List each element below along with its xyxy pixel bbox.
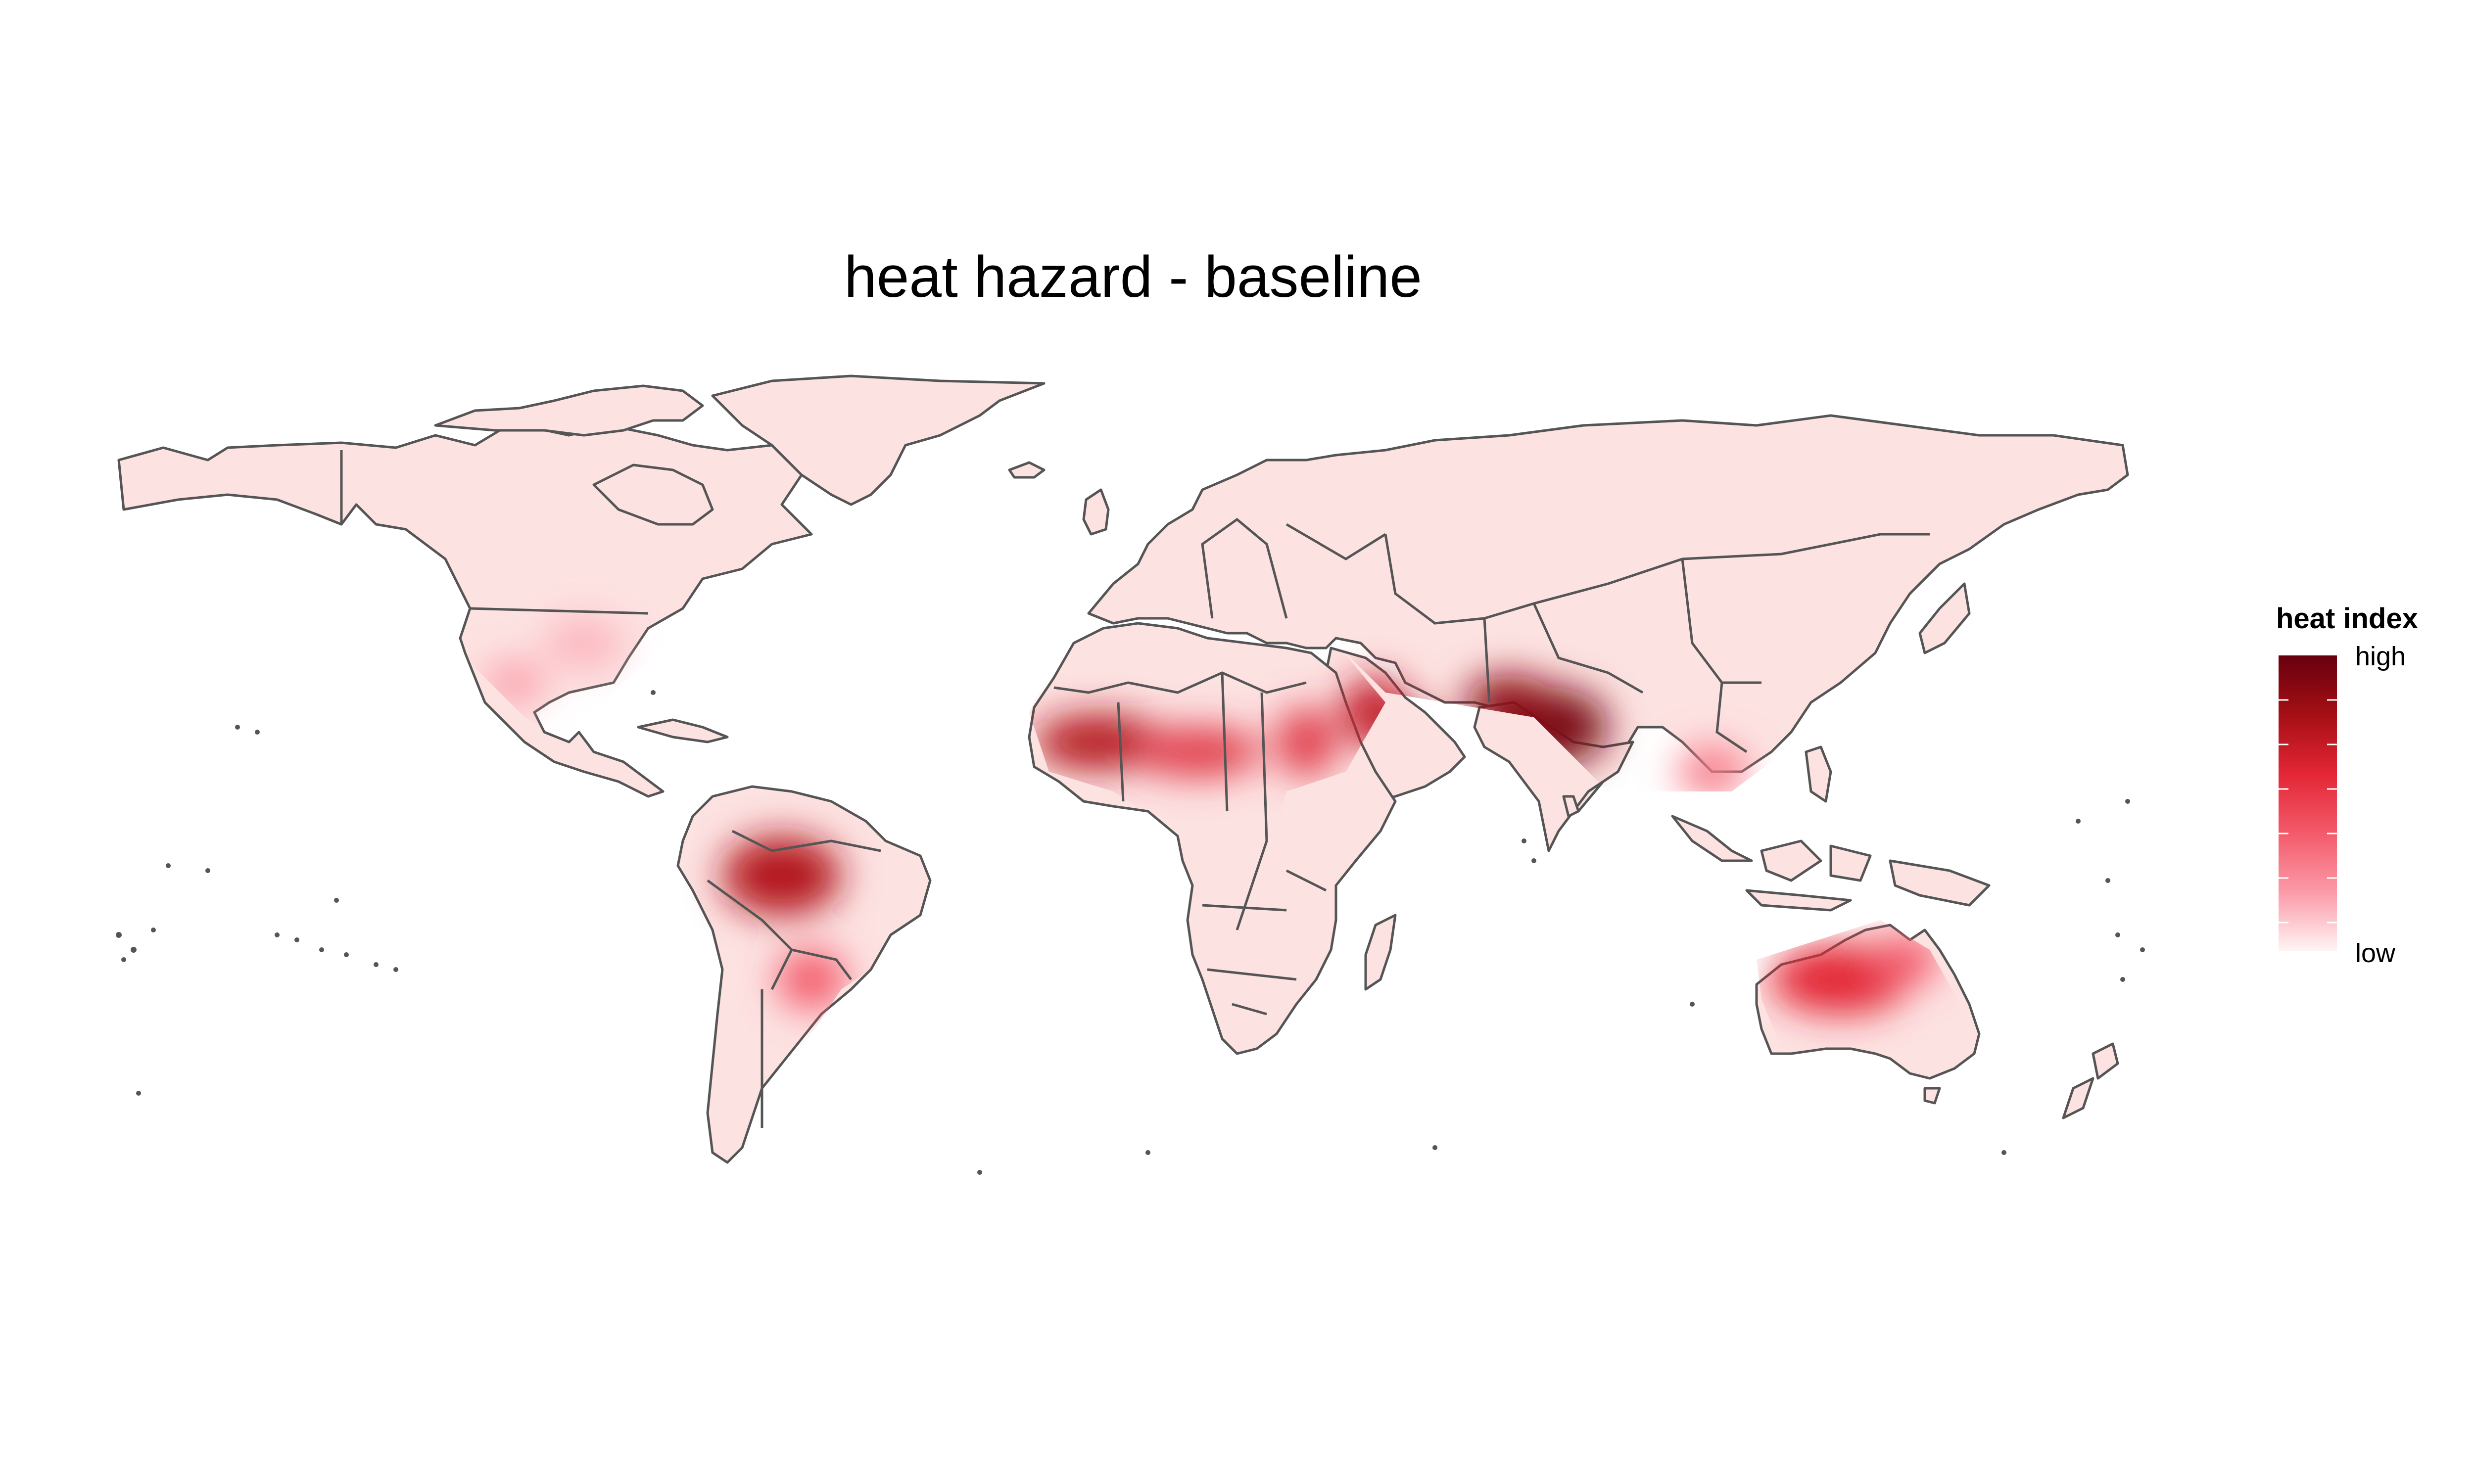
africa bbox=[1028, 622, 1397, 1055]
hotspot-mexico bbox=[485, 663, 544, 702]
tasmania bbox=[1923, 1087, 1941, 1105]
legend-ticks bbox=[2279, 699, 2337, 924]
hotspot-southeast-asia bbox=[1677, 747, 1747, 796]
iceland bbox=[1008, 461, 1046, 479]
new-zealand bbox=[2062, 1042, 2119, 1119]
landmasses bbox=[117, 374, 2129, 1164]
map-title: heat hazard - baseline bbox=[844, 244, 1422, 310]
legend-high-label: high bbox=[2355, 642, 2406, 671]
legend-colorbar bbox=[2279, 655, 2337, 951]
japan bbox=[1918, 582, 1971, 654]
legend-title: heat index bbox=[2276, 603, 2418, 635]
caribbean bbox=[637, 718, 729, 743]
madagascar bbox=[1364, 914, 1397, 991]
hotspot-amazon bbox=[722, 836, 841, 915]
hotspot-sudan bbox=[1277, 707, 1336, 777]
country-borders bbox=[340, 450, 1930, 1128]
eurasia bbox=[1087, 414, 2129, 813]
sri-lanka bbox=[1562, 795, 1580, 818]
hotspot-us-south bbox=[544, 618, 623, 668]
baffin-island bbox=[592, 464, 714, 526]
greenland bbox=[711, 374, 1046, 506]
uk bbox=[1082, 488, 1110, 536]
hotspot-sahel-mid bbox=[1133, 727, 1262, 777]
legend-low-label: low bbox=[2355, 938, 2396, 968]
hotspot-australia-north bbox=[1870, 935, 1940, 984]
philippines bbox=[1805, 745, 1832, 803]
hotspot-gran-chaco bbox=[777, 950, 846, 1009]
small-islands bbox=[116, 690, 2145, 1175]
hotspot-sahel-west bbox=[1034, 715, 1163, 769]
indonesia bbox=[1671, 815, 1991, 912]
arctic-islands bbox=[434, 384, 704, 437]
legend: heat index high low bbox=[2276, 603, 2418, 968]
